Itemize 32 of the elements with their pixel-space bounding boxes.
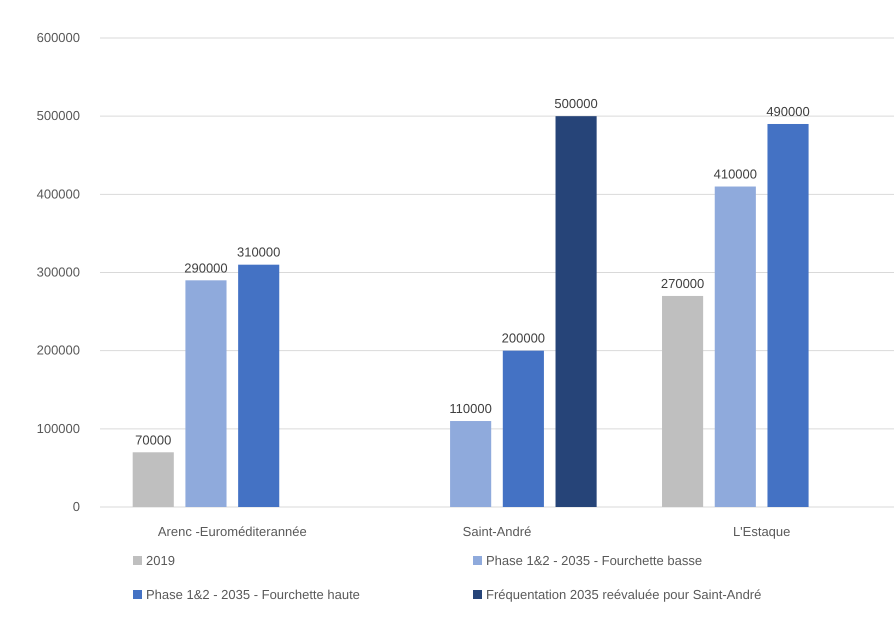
data-label: 270000 — [660, 276, 704, 291]
data-label: 410000 — [714, 166, 757, 182]
bar — [502, 350, 544, 507]
data-label: 500000 — [554, 96, 598, 112]
y-tick-label: 400000 — [36, 186, 80, 202]
legend-label: Fréquentation 2035 reévaluée pour Saint-André — [486, 587, 762, 602]
legend-label: Phase 1&2 - 2035 - Fourchette basse — [486, 553, 702, 568]
x-tick-label: L'Estaque — [732, 524, 790, 539]
bar — [450, 421, 492, 507]
bar — [132, 452, 174, 507]
bar — [238, 264, 280, 507]
y-tick-label: 200000 — [36, 342, 80, 358]
x-tick-label: Arenc -Euroméditerannée — [158, 524, 307, 539]
x-tick-label: Saint-André — [462, 524, 532, 539]
data-label: 490000 — [766, 104, 810, 119]
y-tick-label: 600000 — [36, 30, 80, 45]
y-tick-label: 100000 — [36, 420, 80, 436]
y-tick-label: 500000 — [36, 108, 80, 124]
data-label: 110000 — [449, 401, 492, 416]
bar — [767, 124, 809, 507]
data-label: 290000 — [184, 260, 228, 276]
data-label: 200000 — [502, 330, 546, 346]
bar — [714, 186, 756, 507]
y-tick-label: 300000 — [36, 264, 80, 280]
y-tick-label: 0 — [72, 499, 80, 514]
bar — [556, 116, 597, 507]
data-label: 310000 — [237, 244, 280, 260]
data-label: 70000 — [135, 432, 172, 448]
legend-label: Phase 1&2 - 2035 - Fourchette haute — [146, 587, 360, 602]
bar — [185, 280, 227, 507]
bar — [662, 296, 704, 507]
legend-label: 2019 — [146, 553, 175, 568]
